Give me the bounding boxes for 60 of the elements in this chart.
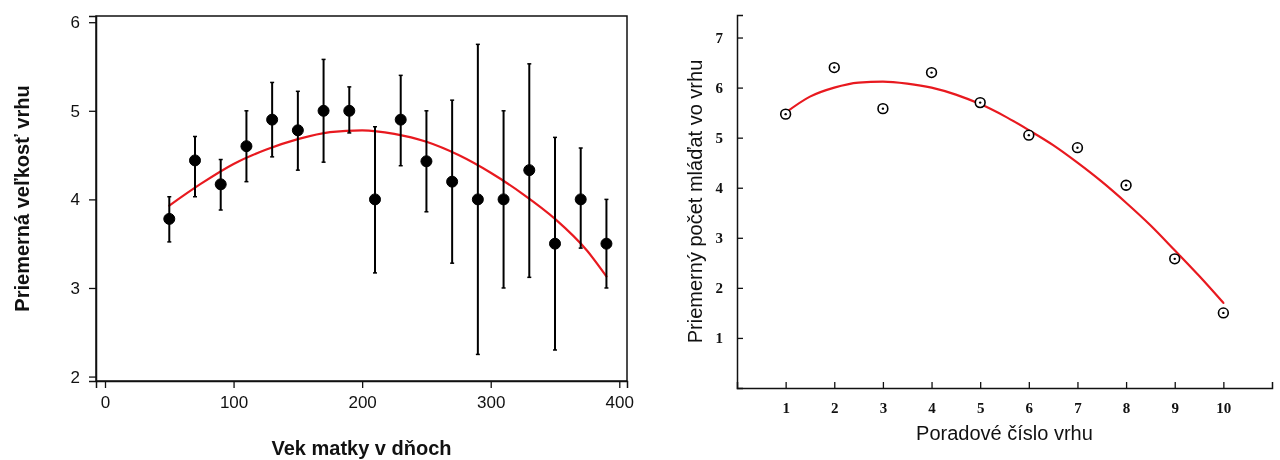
x-tick-label: 10: [1216, 399, 1232, 416]
y-tick-label: 2: [715, 280, 723, 297]
point: [1071, 142, 1084, 154]
y-tick-label: 4: [715, 180, 724, 197]
x-axis-title: Vek matky v dňoch: [271, 437, 452, 459]
x-tick-label: 5: [976, 399, 985, 416]
point: [523, 164, 536, 177]
y-tick-label: 3: [715, 230, 723, 247]
point: [877, 102, 889, 115]
point: [394, 113, 407, 126]
y-axis-title: Priemerná veľkosť vrhu: [11, 85, 33, 312]
point: [317, 104, 330, 117]
point: [420, 155, 433, 168]
x-tick-label: 9: [1171, 399, 1179, 416]
point: [240, 140, 253, 153]
y-tick-label: 6: [715, 79, 724, 96]
x-tick-label: 300: [477, 393, 506, 413]
point: [266, 113, 279, 126]
x-tick-label: 200: [348, 393, 377, 413]
x-tick-label: 400: [605, 393, 634, 413]
point: [446, 175, 459, 188]
point: [343, 104, 356, 117]
x-tick-label: 7: [1074, 399, 1083, 416]
x-tick-label: 1: [782, 399, 790, 416]
y-tick-label: 1: [715, 330, 723, 347]
x-tick-label: 0: [100, 393, 111, 413]
x-tick-label: 2: [831, 399, 839, 416]
point: [828, 61, 840, 74]
y-tick-label: 6: [70, 13, 80, 33]
y-axis-title: Priemerný počet mláďat vo vrhu: [684, 59, 706, 344]
point: [163, 212, 176, 225]
point: [925, 66, 938, 79]
x-tick-label: 4: [928, 399, 937, 416]
x-tick-label: 6: [1025, 399, 1034, 416]
point: [291, 124, 304, 137]
point: [549, 237, 561, 250]
point: [1169, 253, 1181, 265]
y-tick-label: 4: [70, 190, 80, 210]
point: [1120, 179, 1132, 191]
point: [214, 178, 227, 191]
point: [1023, 129, 1035, 141]
point: [974, 96, 986, 109]
y-tick-label: 2: [70, 367, 80, 387]
point: [369, 193, 381, 206]
point: [1217, 307, 1230, 319]
point: [779, 108, 792, 120]
point: [471, 193, 484, 206]
x-tick-label: 100: [219, 393, 249, 413]
point: [574, 193, 587, 206]
x-tick-label: 8: [1122, 399, 1131, 416]
y-tick-label: 7: [715, 29, 724, 46]
y-tick-label: 5: [715, 129, 723, 146]
x-tick-label: 3: [879, 399, 888, 416]
point: [600, 237, 613, 250]
line-series: [168, 129, 608, 278]
y-tick-label: 3: [70, 278, 80, 298]
y-tick-label: 5: [70, 101, 80, 121]
x-axis-title: Poradové číslo vrhu: [916, 422, 1093, 444]
point: [497, 193, 510, 206]
point: [189, 154, 201, 167]
